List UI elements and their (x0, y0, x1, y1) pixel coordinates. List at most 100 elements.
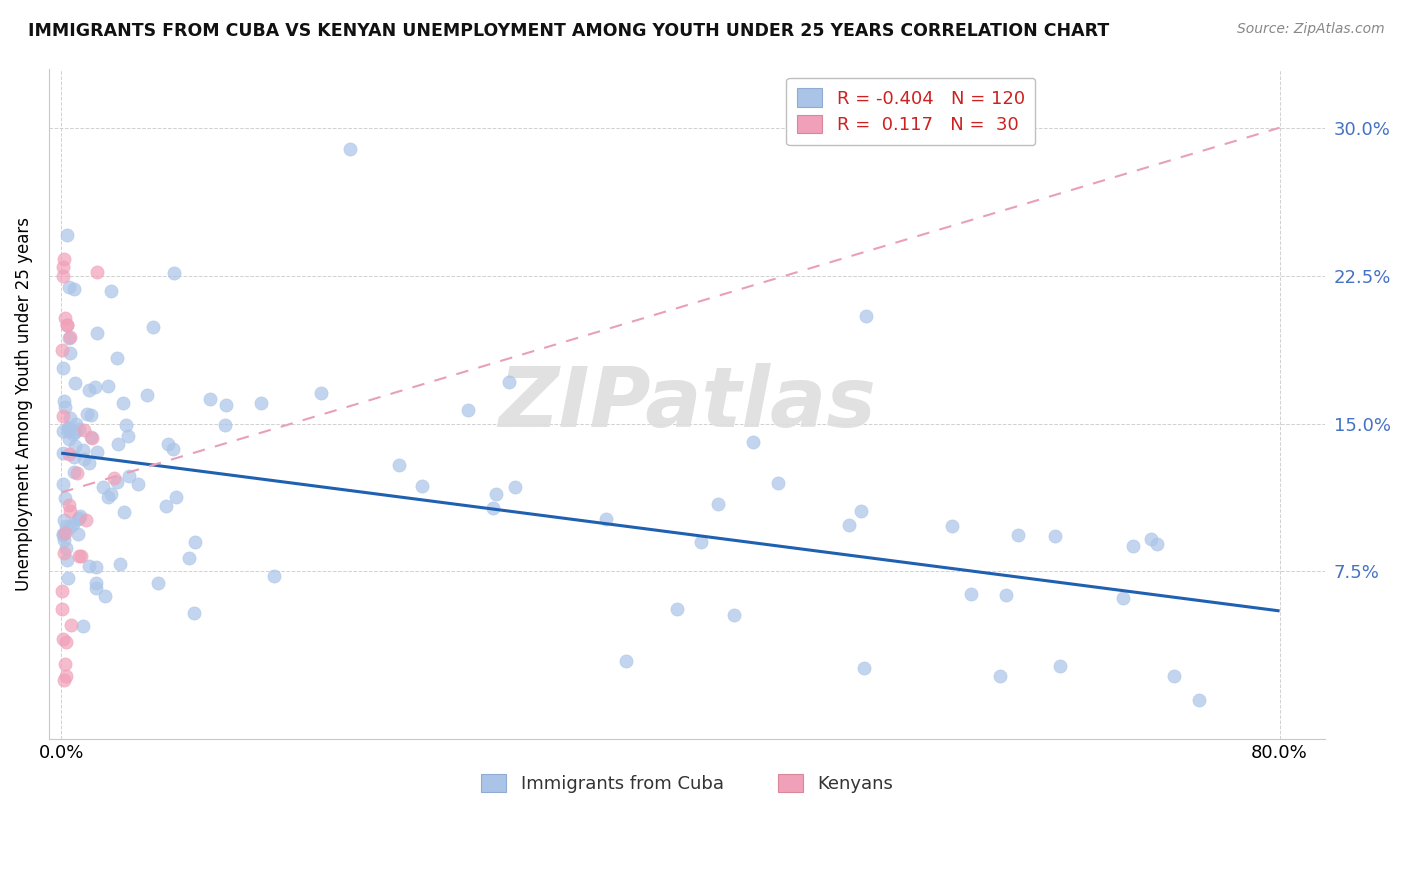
Point (100, 284, 122, 298)
Point (100, 487, 122, 501)
Point (63, 425, 86, 439)
Point (53, 252, 76, 266)
Point (103, 471, 125, 485)
Point (52, 260, 75, 275)
Point (73, 452, 96, 467)
Point (53, 491, 76, 506)
Point (52, 268, 75, 283)
Point (1122, 539, 1144, 553)
Point (59, 346, 82, 360)
Point (86, 265, 108, 279)
Point (838, 517, 860, 532)
Point (80, 430, 103, 444)
Point (59, 503, 82, 517)
Point (53, 401, 76, 415)
Point (481, 500, 503, 515)
Point (941, 518, 963, 533)
Point (52, 546, 75, 560)
Point (51, 583, 73, 598)
Point (105, 475, 128, 490)
Point (86, 445, 108, 459)
Point (58, 421, 80, 435)
Point (84, 380, 107, 394)
Point (97, 379, 120, 393)
Point (67, 422, 90, 436)
Y-axis label: Unemployment Among Youth under 25 years: Unemployment Among Youth under 25 years (15, 217, 32, 591)
Point (65, 466, 87, 480)
Point (162, 442, 184, 456)
Point (723, 608, 745, 623)
Point (142, 320, 165, 334)
Point (84, 560, 107, 574)
Point (55, 669, 77, 683)
Point (51, 602, 73, 616)
Point (77, 559, 100, 574)
Point (498, 375, 520, 389)
Point (58, 447, 80, 461)
Point (183, 534, 205, 549)
Point (1007, 528, 1029, 542)
Point (58, 279, 80, 293)
Point (59, 411, 82, 425)
Point (91, 480, 114, 494)
Point (853, 661, 876, 675)
Point (52, 409, 75, 423)
Point (1139, 532, 1161, 546)
Point (51, 343, 73, 358)
Point (52, 446, 75, 460)
Point (118, 469, 141, 483)
Point (55, 541, 77, 555)
Point (52, 528, 75, 542)
Point (63, 450, 86, 465)
Point (117, 429, 139, 443)
Point (215, 398, 238, 412)
Point (52, 360, 75, 375)
Point (165, 490, 187, 504)
Point (135, 388, 157, 402)
Point (768, 475, 790, 490)
Point (79, 457, 101, 471)
Point (97, 490, 120, 504)
Point (77, 383, 100, 397)
Point (1045, 529, 1067, 543)
Point (84, 576, 107, 591)
Point (59, 618, 82, 632)
Point (1112, 591, 1135, 605)
Point (75, 513, 97, 527)
Point (58, 432, 80, 446)
Point (183, 606, 205, 620)
Point (65, 376, 87, 390)
Point (56, 228, 79, 243)
Point (112, 504, 135, 518)
Point (214, 417, 236, 432)
Point (485, 487, 508, 501)
Point (62, 427, 84, 442)
Point (665, 602, 688, 616)
Point (163, 266, 186, 280)
Point (457, 402, 479, 417)
Point (155, 500, 177, 514)
Point (108, 558, 131, 572)
Point (72, 619, 94, 633)
Point (156, 437, 179, 451)
Point (52, 632, 75, 646)
Point (80, 408, 103, 422)
Point (411, 479, 433, 493)
Point (63, 439, 86, 453)
Point (67, 527, 90, 541)
Point (263, 568, 285, 582)
Point (58, 498, 80, 512)
Point (66, 512, 89, 526)
Point (1163, 668, 1185, 682)
Point (690, 535, 713, 549)
Point (311, 386, 333, 401)
Point (59, 330, 82, 344)
Point (55, 519, 77, 533)
Point (114, 417, 136, 432)
Point (388, 458, 411, 472)
Point (339, 142, 361, 156)
Point (56, 318, 79, 333)
Point (127, 476, 149, 491)
Point (503, 480, 526, 494)
Point (53, 526, 76, 541)
